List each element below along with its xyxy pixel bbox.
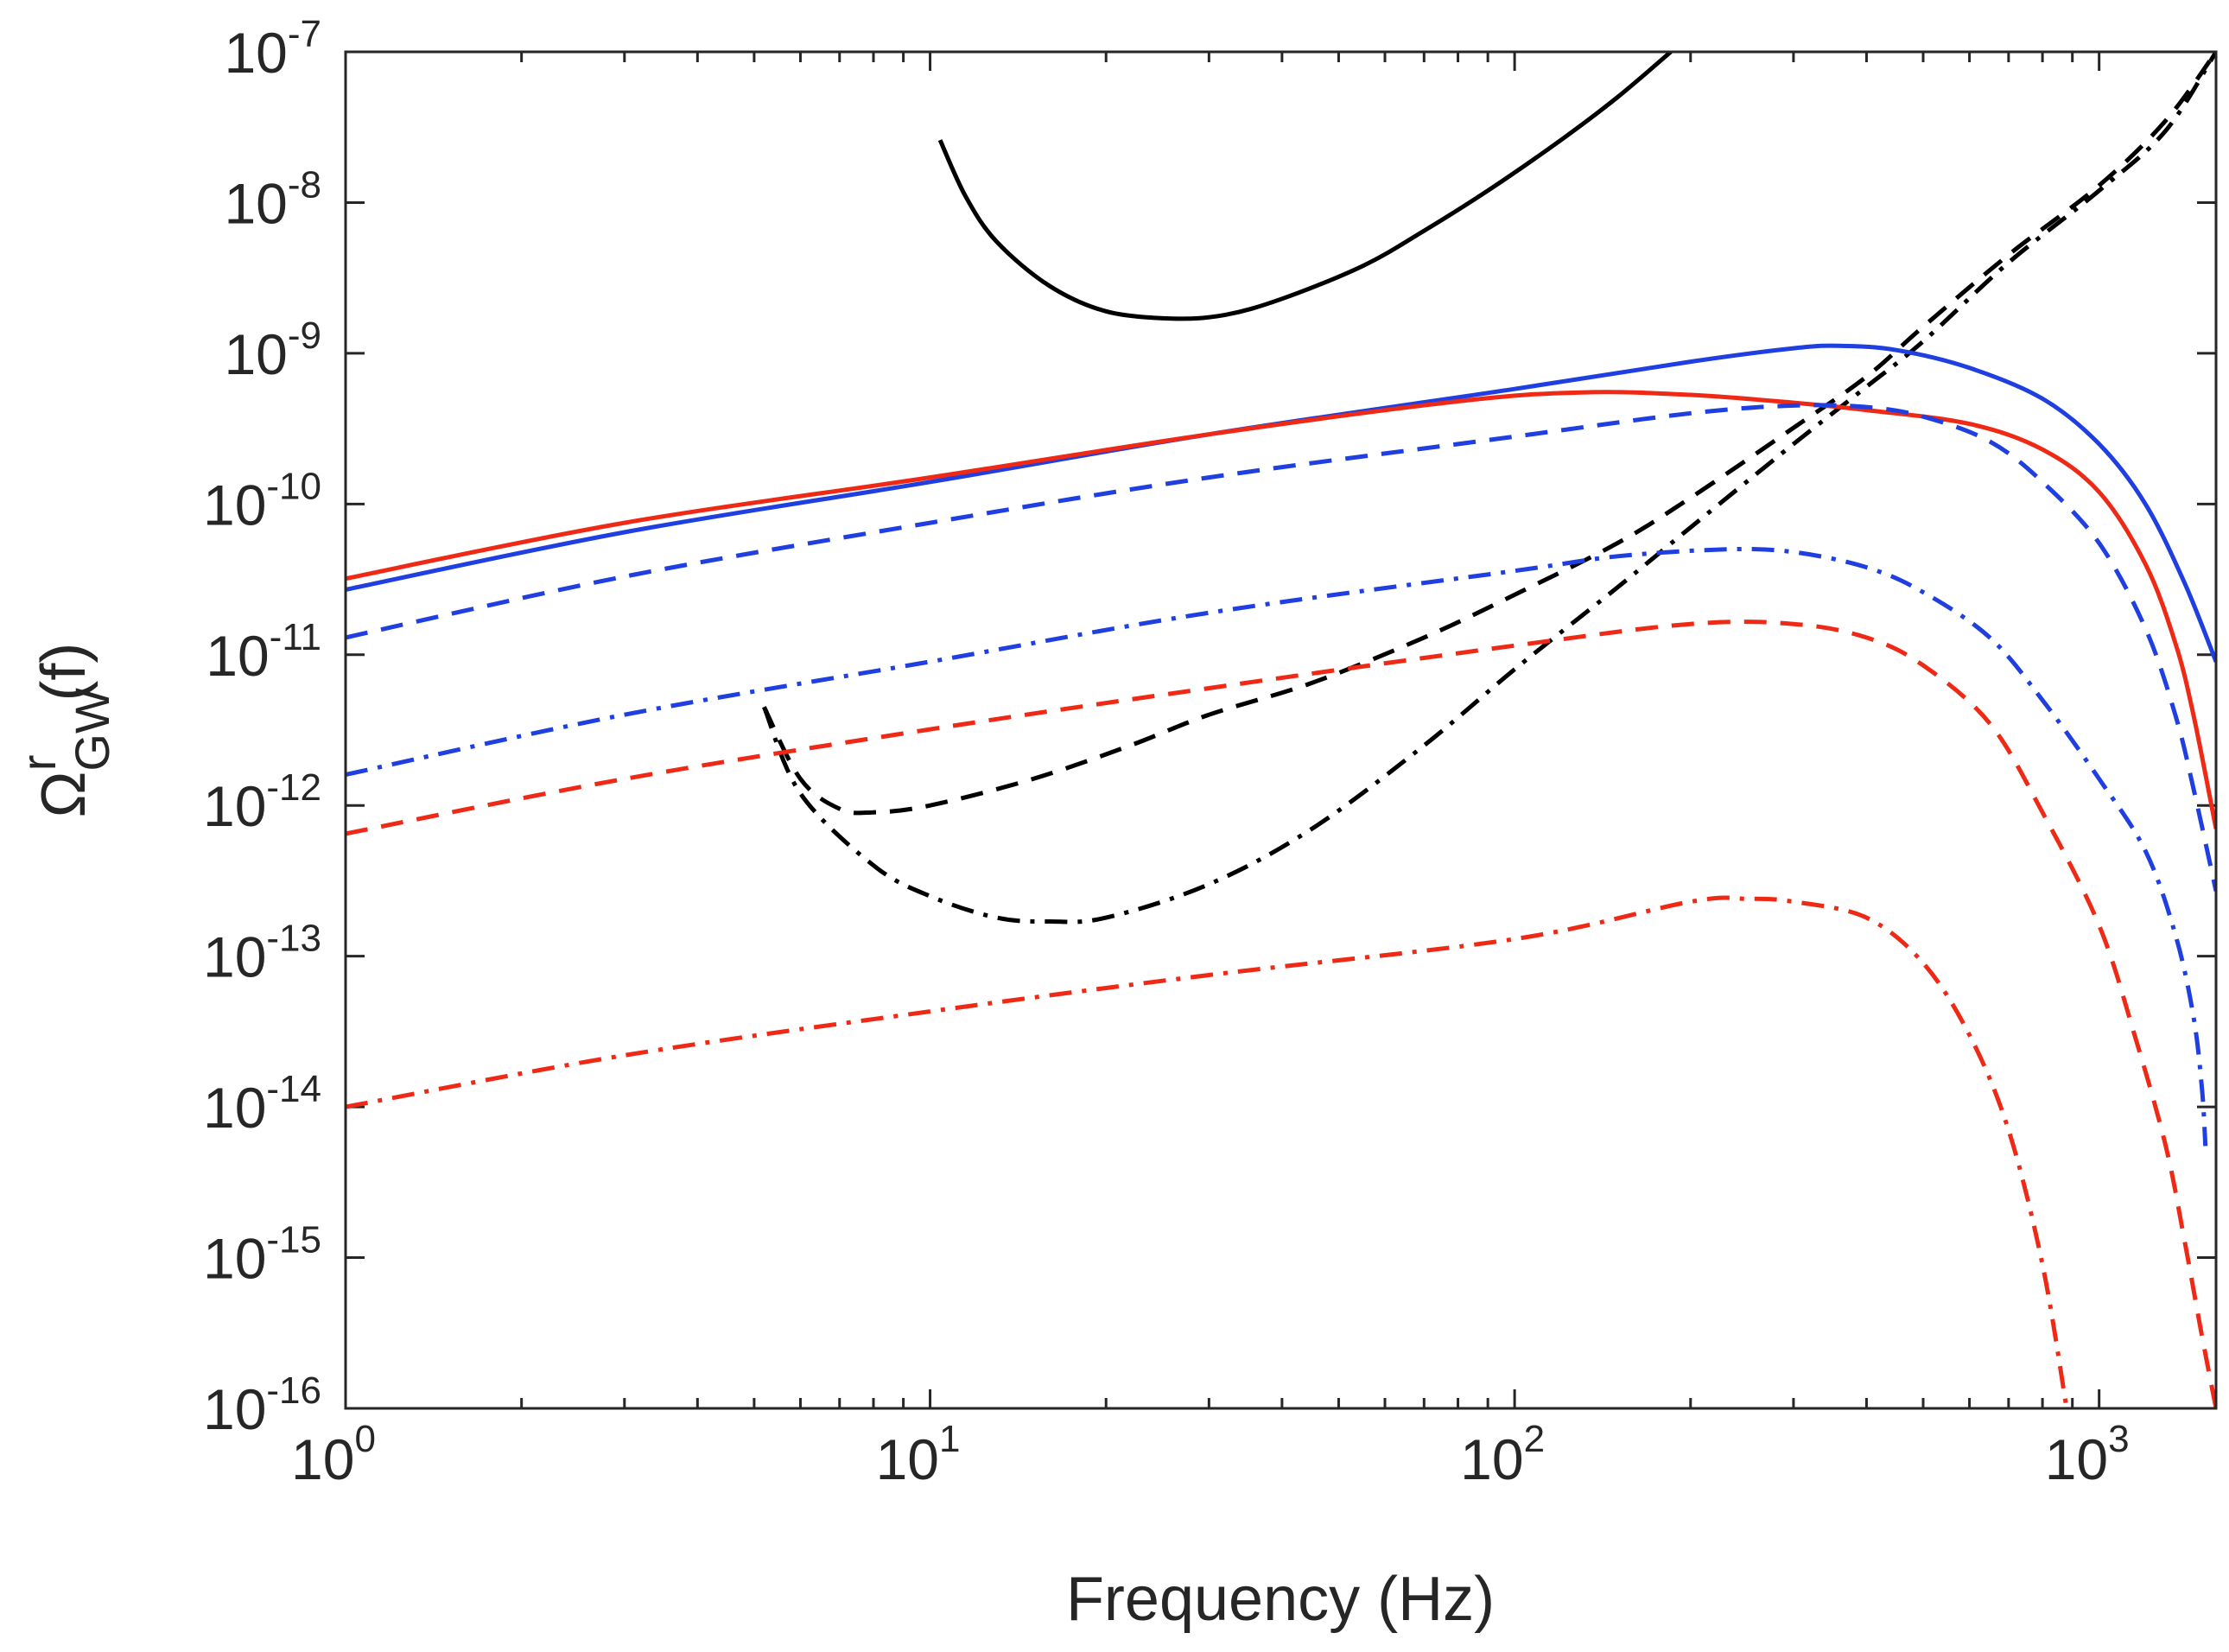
x-tick-label-base: 10 [2045, 1427, 2108, 1491]
y-tick-label-base: 10 [224, 171, 287, 235]
x-tick-label: 100 [291, 1418, 376, 1491]
y-tick-label: 10-13 [203, 918, 321, 989]
y-tick-label: 10-11 [206, 616, 321, 688]
y-tick-label-base: 10 [203, 925, 266, 989]
y-tick-label-base: 10 [206, 624, 269, 688]
series-red-solid [346, 390, 2216, 829]
x-axis-label: Frequency (Hz) [1066, 1565, 1495, 1634]
y-tick-label-exponent: -14 [266, 1068, 321, 1110]
y-tick-label: 10-15 [203, 1219, 321, 1291]
y-axis-label-suffix: (f) [29, 643, 98, 702]
x-tick-label-base: 10 [876, 1427, 939, 1491]
x-tick-label-exponent: 3 [2108, 1418, 2129, 1460]
y-tick-label: 10-12 [203, 766, 321, 838]
y-tick-label: 10-7 [224, 13, 321, 85]
y-tick-label-exponent: -15 [266, 1219, 321, 1261]
x-tick-label-base: 10 [291, 1427, 354, 1491]
y-axis-label: ΩGWr (f) [11, 643, 119, 818]
y-tick-label-base: 10 [203, 774, 266, 838]
y-tick-label: 10-8 [224, 163, 321, 235]
x-tick-label-exponent: 0 [354, 1418, 375, 1460]
y-tick-label-exponent: -9 [288, 315, 321, 357]
y-tick-label-exponent: -11 [270, 616, 321, 658]
plot-background [346, 52, 2216, 1408]
x-tick-label-exponent: 2 [1524, 1418, 1545, 1460]
series-red-dashdot [346, 895, 2069, 1408]
y-tick-label-base: 10 [203, 1076, 266, 1140]
plot-frame [344, 50, 2218, 1410]
y-axis-label-base: Ω [29, 772, 98, 818]
x-tick-label: 102 [1460, 1418, 1545, 1491]
series-blue-dashdot [346, 546, 2208, 1147]
x-tick-label: 101 [876, 1418, 961, 1491]
y-tick-label: 10-16 [203, 1369, 321, 1441]
x-tick-labels: 100 101 102 103 [291, 1418, 2130, 1491]
x-tick-label: 103 [2045, 1418, 2130, 1491]
series-layer [346, 52, 2216, 1408]
y-tick-label: 10-10 [203, 465, 321, 537]
y-tick-labels: 10-710-810-910-1010-1110-1210-1310-1410-… [203, 13, 321, 1441]
y-tick-label-exponent: -12 [266, 766, 321, 809]
y-axis-label-sub: GW [65, 688, 119, 772]
y-tick-label-base: 10 [203, 1227, 266, 1291]
x-tick-label-base: 10 [1460, 1427, 1523, 1491]
x-tick-label-exponent: 1 [939, 1418, 960, 1460]
series-black-dashdot [762, 52, 2216, 924]
y-tick-label-exponent: -10 [266, 465, 321, 507]
series-blue-solid [346, 343, 2216, 663]
y-tick-label-base: 10 [203, 473, 266, 537]
series-black-solid [937, 52, 1673, 321]
y-tick-label: 10-14 [203, 1068, 321, 1140]
series-red-dashed [346, 620, 2216, 1408]
y-tick-label-exponent: -13 [266, 918, 321, 960]
y-tick-label-base: 10 [203, 1377, 266, 1441]
y-tick-label-exponent: -7 [288, 13, 321, 55]
y-tick-label-exponent: -8 [288, 163, 321, 206]
series-blue-dashed [346, 403, 2216, 892]
y-tick-label: 10-9 [224, 315, 321, 386]
y-tick-label-base: 10 [224, 322, 287, 386]
y-tick-label-exponent: -16 [266, 1369, 321, 1412]
y-tick-label-base: 10 [224, 21, 287, 85]
y-axis-label-sup: r [11, 755, 66, 772]
